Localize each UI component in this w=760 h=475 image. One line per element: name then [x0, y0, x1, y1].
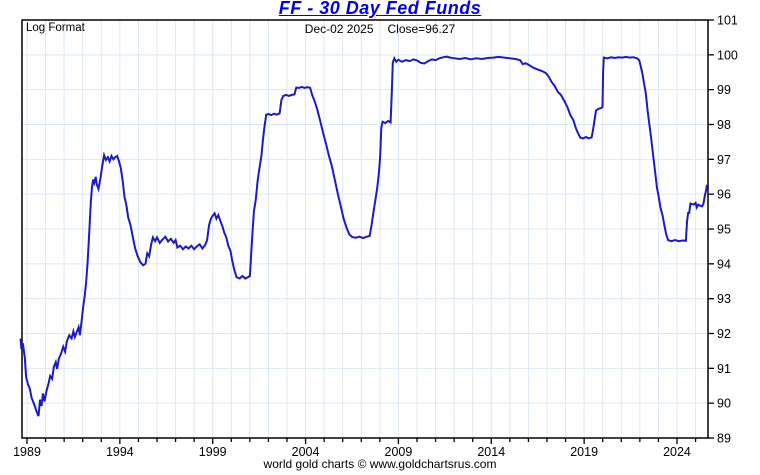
x-axis-label: 2014	[477, 445, 505, 459]
scale-format-label: Log Format	[26, 22, 85, 34]
y-axis-label: 97	[717, 153, 731, 167]
y-axis-label: 93	[717, 292, 731, 306]
y-axis-label: 99	[717, 83, 731, 97]
y-axis-label: 89	[717, 432, 731, 446]
y-axis-label: 101	[717, 14, 738, 28]
chart-subtitle: Dec-02 2025 Close=96.27	[0, 22, 760, 36]
x-axis-label: 1994	[106, 445, 134, 459]
price-line-series	[19, 55, 709, 417]
chart-title: FF - 30 Day Fed Funds	[278, 0, 482, 18]
y-axis-label: 90	[717, 397, 731, 411]
x-axis-label: 2019	[570, 445, 598, 459]
y-axis-label: 92	[717, 327, 731, 341]
subtitle-close-value: Close=96.27	[387, 22, 456, 36]
y-axis-label: 96	[717, 188, 731, 202]
x-axis-label: 2004	[292, 445, 320, 459]
x-axis-label: 1989	[13, 445, 41, 459]
y-axis-label: 100	[717, 48, 738, 62]
x-axis-label: 2009	[385, 445, 413, 459]
y-axis-label: 94	[717, 257, 731, 271]
y-axis-label: 95	[717, 223, 731, 237]
x-axis-label: 1999	[199, 445, 227, 459]
x-axis-label: 2024	[663, 445, 691, 459]
footer-credit: world gold charts © www.goldchartsrus.co…	[263, 457, 497, 471]
y-axis-label: 98	[717, 118, 731, 132]
subtitle-date: Dec-02 2025	[304, 22, 374, 36]
y-axis-label: 91	[717, 362, 731, 376]
